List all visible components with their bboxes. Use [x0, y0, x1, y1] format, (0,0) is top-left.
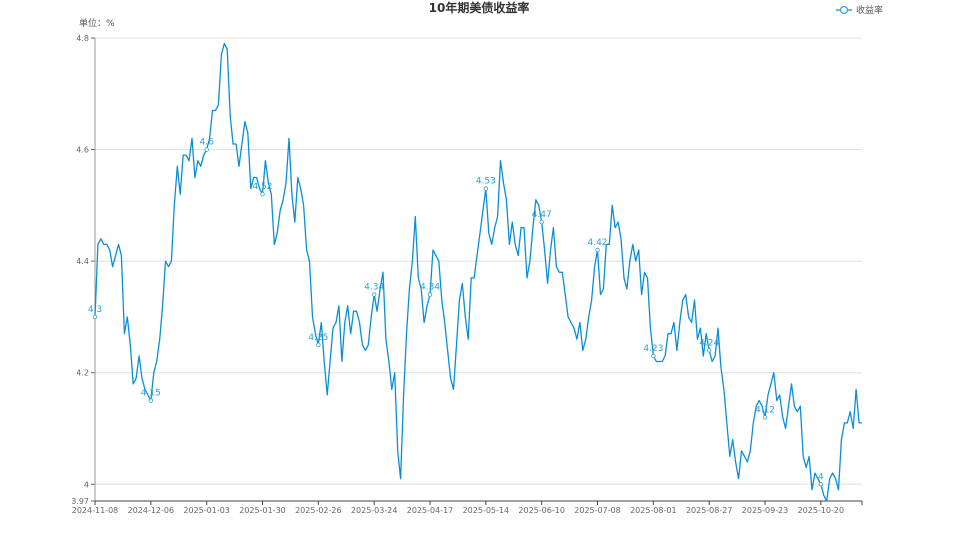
x-tick-label: 2025-09-23: [742, 506, 789, 515]
chart-title: 10年期美债收益率: [429, 0, 530, 15]
x-tick-label: 2024-11-08: [72, 506, 119, 515]
x-tick-label: 2025-02-26: [295, 506, 342, 515]
x-tick-label: 2024-12-06: [128, 506, 175, 515]
data-label: 4: [818, 472, 824, 482]
x-tick-label: 2025-10-20: [798, 506, 845, 515]
x-tick-label: 2025-08-27: [686, 506, 733, 515]
legend[interactable]: 收益率: [836, 4, 883, 16]
data-label: 4.42: [587, 238, 607, 248]
data-label: 4.47: [532, 210, 552, 220]
data-label: 4.25: [308, 333, 328, 343]
data-label: 4.15: [141, 389, 161, 399]
data-label: 4.53: [476, 177, 496, 187]
data-label: 4.3: [88, 305, 102, 315]
data-point[interactable]: [818, 482, 824, 487]
y-tick-label: 4.4: [76, 257, 89, 266]
data-point[interactable]: [260, 191, 265, 197]
data-label: 4.52: [252, 182, 272, 192]
data-label: 4.12: [755, 405, 775, 415]
x-tick-label: 2025-08-01: [630, 506, 677, 515]
x-tick-label: 2025-03-24: [351, 506, 398, 515]
data-point[interactable]: [483, 186, 489, 191]
x-tick-label: 2025-01-30: [239, 506, 286, 515]
legend-label: 收益率: [856, 4, 883, 16]
y-tick-label: 4.2: [76, 369, 89, 378]
data-point[interactable]: [762, 415, 768, 420]
y-tick-label: 4.8: [76, 34, 89, 43]
legend-circle-icon: [839, 5, 849, 15]
data-point[interactable]: [92, 314, 98, 320]
data-label: 4.6: [200, 138, 215, 148]
data-point[interactable]: [427, 292, 433, 297]
y-tick-label: 4.6: [76, 146, 89, 155]
data-label: 4.34: [420, 283, 440, 293]
data-label: 4.23: [643, 344, 663, 354]
series-line: [94, 42, 862, 502]
data-point[interactable]: [371, 292, 377, 297]
data-point[interactable]: [204, 147, 209, 152]
data-point[interactable]: [595, 247, 600, 253]
x-tick-label: 2025-07-08: [574, 506, 621, 515]
x-tick-label: 2025-05-14: [463, 506, 510, 515]
unit-label: 单位：%: [79, 17, 115, 29]
x-tick-label: 2025-04-17: [407, 506, 454, 515]
y-tick-label: 4: [84, 480, 89, 489]
data-point[interactable]: [706, 348, 712, 353]
data-label: 4.34: [364, 283, 384, 293]
x-tick-label: 2025-06-10: [518, 506, 565, 515]
data-label: 4.24: [699, 338, 719, 348]
data-point[interactable]: [316, 342, 321, 348]
data-point[interactable]: [539, 219, 544, 225]
x-tick-label: 2025-01-03: [183, 506, 230, 515]
y-tick-label: 3.97: [71, 497, 89, 506]
data-point[interactable]: [651, 353, 656, 359]
data-point[interactable]: [148, 398, 154, 403]
